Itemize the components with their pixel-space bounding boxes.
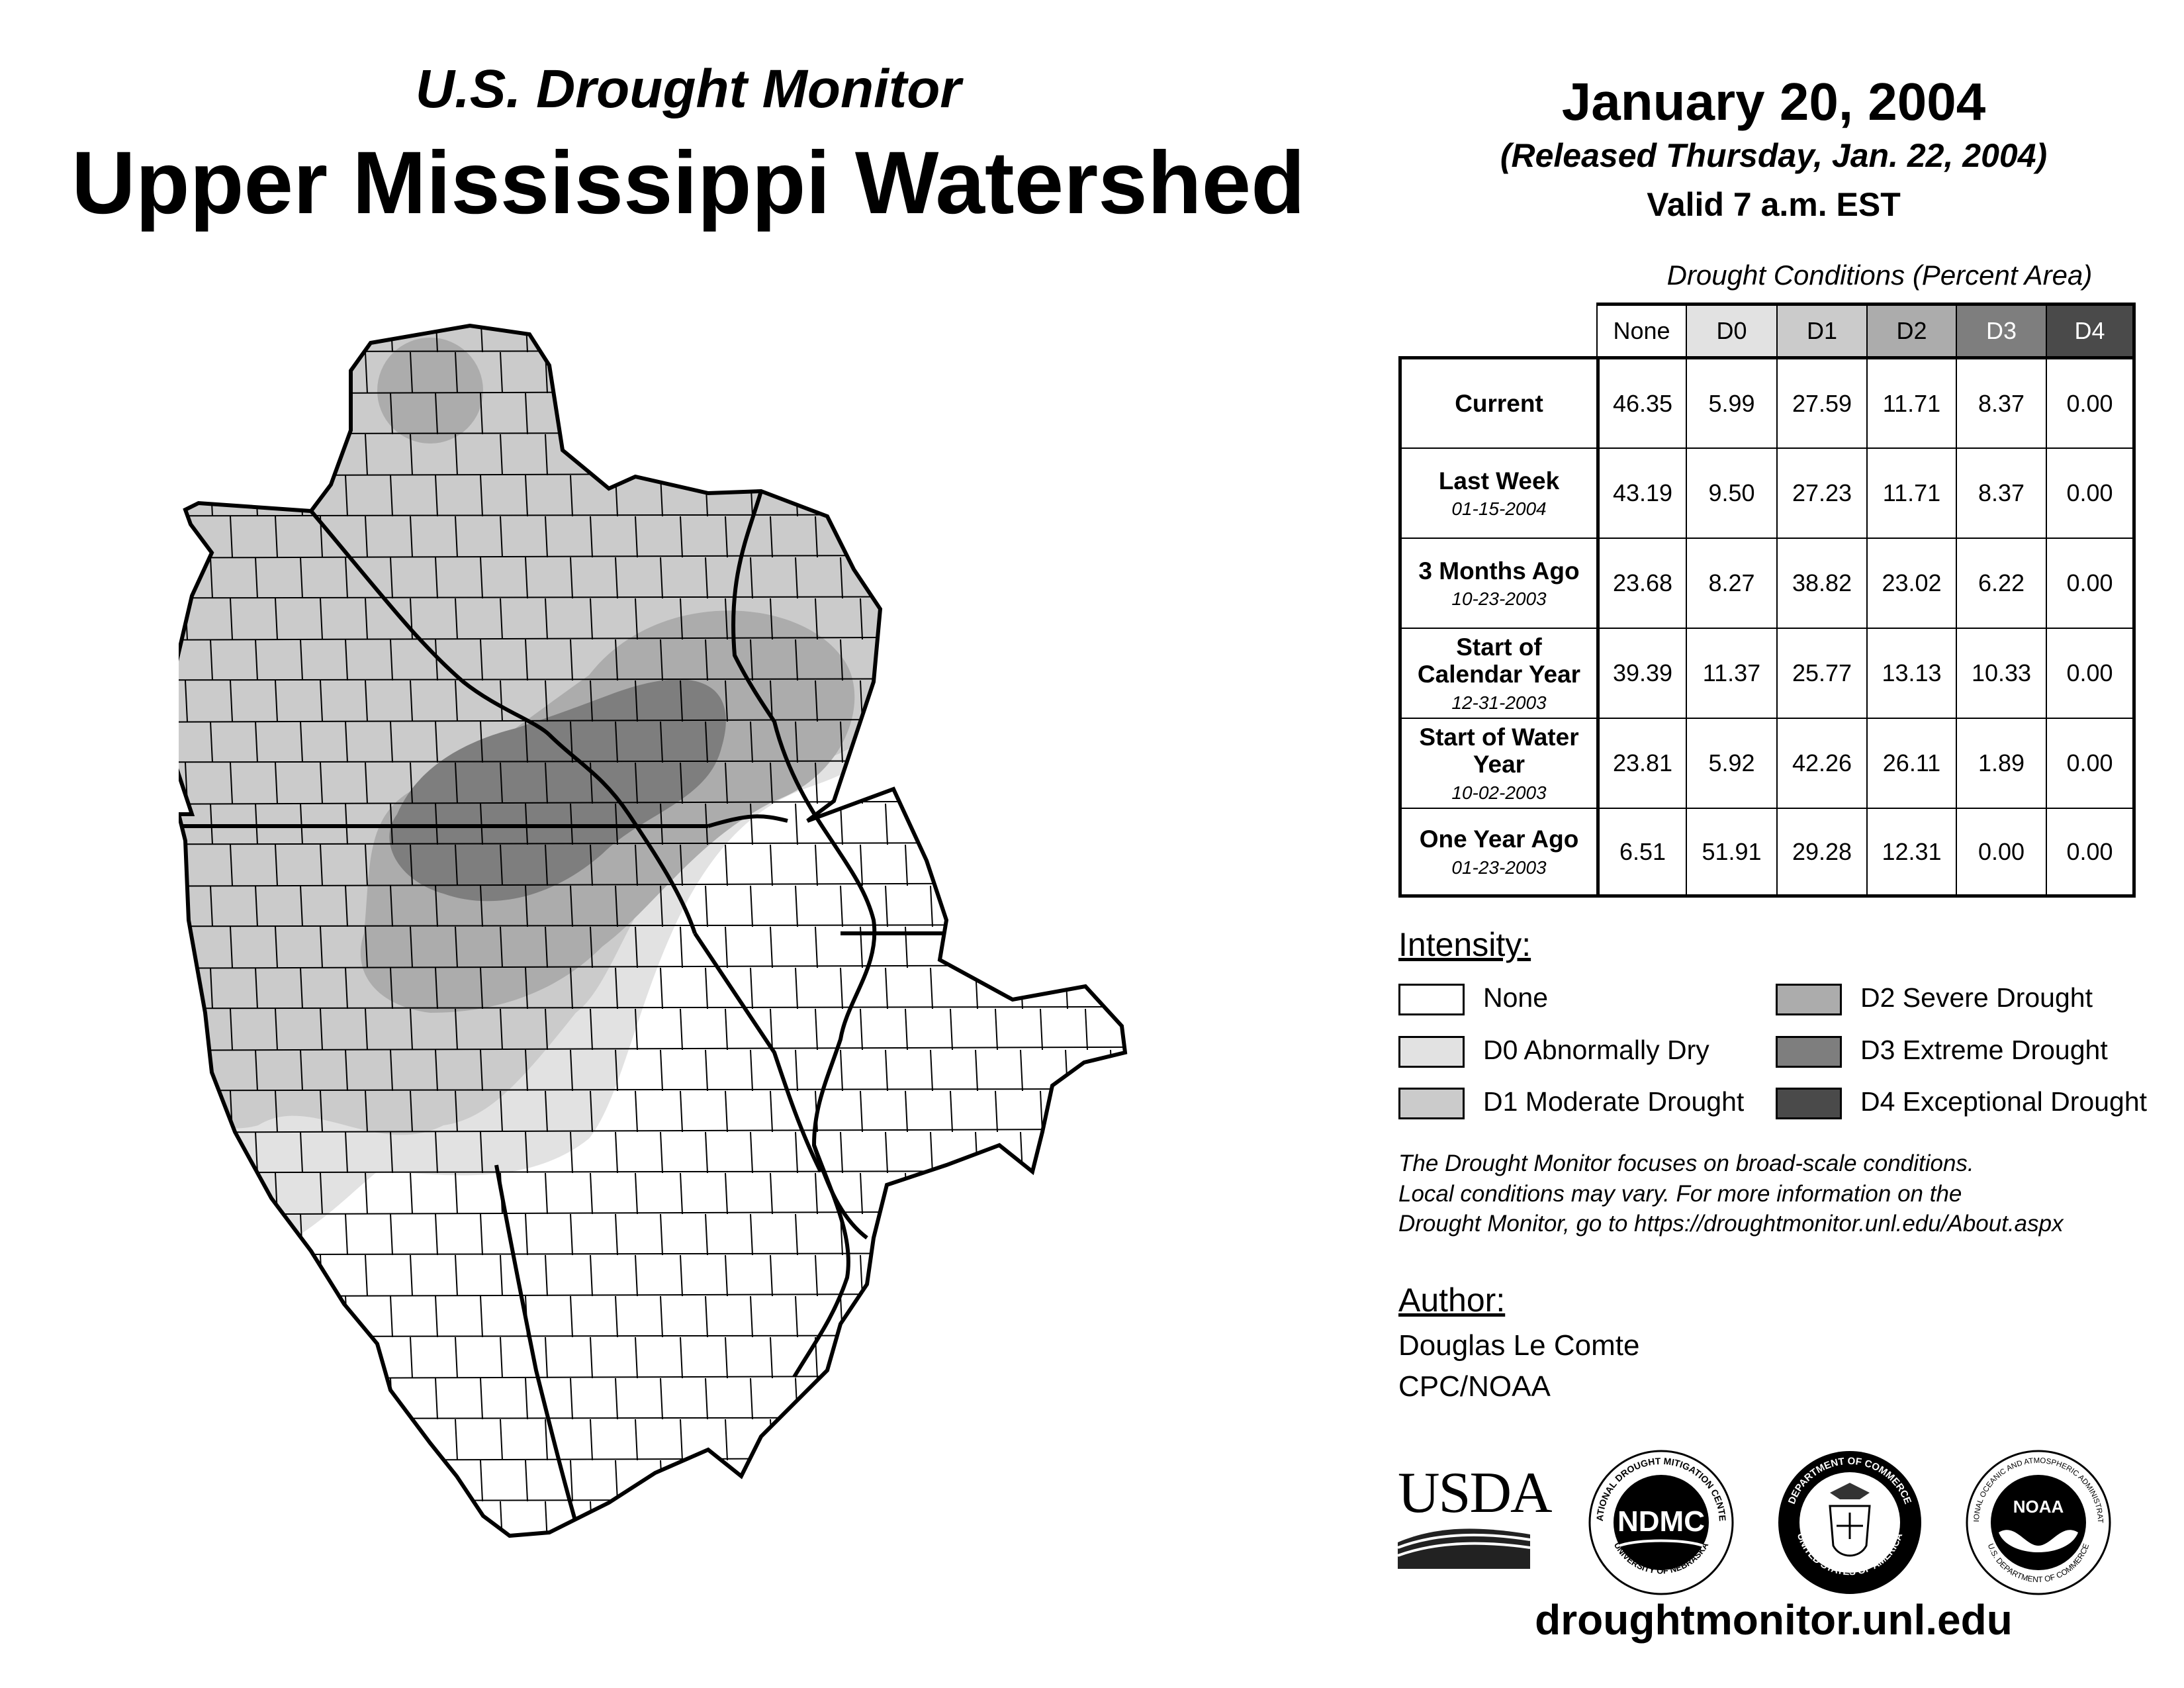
ndmc-wordmark: NDMC: [1617, 1505, 1705, 1538]
note-line: Drought Monitor, go to https://droughtmo…: [1398, 1211, 2064, 1237]
table-cell: 11.37: [1686, 628, 1776, 718]
legend-label: None: [1483, 982, 1549, 1013]
row-date: 01-15-2004: [1451, 498, 1547, 520]
note-line: Local conditions may vary. For more info…: [1398, 1180, 1962, 1207]
column-header: D4: [2046, 303, 2136, 356]
row-label: Start of Water Year 10-02-2003: [1398, 718, 1596, 808]
table-cell: 13.13: [1866, 628, 1956, 718]
legend-label: D1 Moderate Drought: [1483, 1086, 1745, 1117]
legend-swatch: [1776, 1036, 1842, 1068]
table-cell: 11.71: [1866, 356, 1956, 447]
row-label-text: One Year Ago: [1419, 825, 1579, 853]
eagle-icon: [1830, 1483, 1870, 1499]
row-label: Last Week 01-15-2004: [1398, 447, 1596, 538]
author-org: CPC/NOAA: [1398, 1370, 1551, 1403]
table-title: Drought Conditions (Percent Area): [1666, 259, 2093, 291]
table-cell: 39.39: [1596, 628, 1686, 718]
row-label-text: Current: [1455, 389, 1543, 417]
d3-area: [389, 679, 726, 902]
table-cell: 27.23: [1776, 447, 1866, 538]
commerce-seal: DEPARTMENT OF COMMERCE UNITED STATES OF …: [1778, 1451, 1921, 1594]
release-date: (Released Thursday, Jan. 22, 2004): [1500, 137, 2048, 174]
row-date: 12-31-2003: [1451, 692, 1547, 713]
row-label-text: Start of Water Year: [1419, 723, 1579, 778]
table-cell: 23.02: [1866, 538, 1956, 628]
table-cell: 1.89: [1956, 718, 2046, 808]
table-cell: 0.00: [2046, 356, 2136, 447]
table-cell: 27.59: [1776, 356, 1866, 447]
gull-icon: [1999, 1530, 2078, 1552]
row-date: 10-02-2003: [1451, 782, 1547, 803]
author-title: Author:: [1398, 1282, 1506, 1319]
table-cell: 42.26: [1776, 718, 1866, 808]
table-cell: 6.22: [1956, 538, 2046, 628]
table-cell: 23.68: [1596, 538, 1686, 628]
row-label: 3 Months Ago 10-23-2003: [1398, 538, 1596, 628]
table-cell: 29.28: [1776, 808, 1866, 898]
row-label: Current: [1398, 356, 1596, 447]
valid-time: Valid 7 a.m. EST: [1647, 186, 1901, 223]
row-label-text: Last Week: [1438, 467, 1560, 494]
legend-swatch: [1398, 1036, 1465, 1068]
legend-label: D4 Exceptional Drought: [1860, 1086, 2148, 1117]
table-cell: 8.37: [1956, 447, 2046, 538]
website-url[interactable]: droughtmonitor.unl.edu: [1535, 1596, 2013, 1644]
table-cell: 25.77: [1776, 628, 1866, 718]
table-cell: 10.33: [1956, 628, 2046, 718]
noaa-logo: NATIONAL OCEANIC AND ATMOSPHERIC ADMINIS…: [1962, 1446, 2111, 1595]
usda-hills-icon: [1397, 1528, 1531, 1569]
table-cell: 8.37: [1956, 356, 2046, 447]
table-cell: 46.35: [1596, 356, 1686, 447]
column-header: D1: [1776, 303, 1866, 356]
table-cell: 26.11: [1866, 718, 1956, 808]
table-cell: 6.51: [1596, 808, 1686, 898]
legend-label: D0 Abnormally Dry: [1483, 1035, 1709, 1065]
table-cell: 43.19: [1596, 447, 1686, 538]
legend-swatch: [1776, 1088, 1842, 1119]
table-cell: 23.81: [1596, 718, 1686, 808]
legend-title: Intensity:: [1398, 926, 1531, 963]
table-cell: 11.71: [1866, 447, 1956, 538]
row-label-text: Start of Calendar Year: [1417, 633, 1581, 688]
column-header: D0: [1686, 303, 1776, 356]
table-cell: 0.00: [2046, 718, 2136, 808]
usda-logo: USDA: [1397, 1461, 1553, 1572]
table-cell: 0.00: [2046, 628, 2136, 718]
column-header: None: [1596, 303, 1686, 356]
legend-label: D2 Severe Drought: [1860, 982, 2093, 1013]
author-name: Douglas Le Comte: [1398, 1329, 1640, 1362]
table-cell: 8.27: [1686, 538, 1776, 628]
region-title: Upper Mississippi Watershed: [71, 134, 1306, 232]
table-cell: 12.31: [1866, 808, 1956, 898]
table-cell: 51.91: [1686, 808, 1776, 898]
table-cell: 0.00: [1956, 808, 2046, 898]
table-cell: 5.92: [1686, 718, 1776, 808]
legend-swatch: [1776, 984, 1842, 1015]
ndmc-logo: NATIONAL DROUGHT MITIGATION CENTER UNIVE…: [1585, 1446, 1734, 1595]
legend-label: D3 Extreme Drought: [1860, 1035, 2108, 1065]
usda-wordmark: USDA: [1398, 1461, 1553, 1525]
noaa-wordmark: NOAA: [2013, 1497, 2064, 1517]
disclaimer-note: The Drought Monitor focuses on broad-sca…: [1398, 1149, 2179, 1239]
legend-swatch: [1398, 984, 1465, 1015]
product-title: U.S. Drought Monitor: [415, 59, 962, 119]
row-label: Start of Calendar Year 12-31-2003: [1398, 628, 1596, 718]
drought-map: [179, 311, 1211, 1635]
column-header: D2: [1866, 303, 1956, 356]
row-date: 10-23-2003: [1451, 588, 1547, 610]
table-cell: 0.00: [2046, 538, 2136, 628]
row-label-text: 3 Months Ago: [1418, 557, 1580, 585]
column-header: D3: [1956, 303, 2046, 356]
table-cell: 0.00: [2046, 447, 2136, 538]
legend-swatch: [1398, 1088, 1465, 1119]
row-label: One Year Ago 01-23-2003: [1398, 808, 1596, 898]
note-line: The Drought Monitor focuses on broad-sca…: [1398, 1150, 1974, 1176]
row-date: 01-23-2003: [1451, 857, 1547, 878]
table-cell: 9.50: [1686, 447, 1776, 538]
table-cell: 5.99: [1686, 356, 1776, 447]
table-cell: 0.00: [2046, 808, 2136, 898]
map-date: January 20, 2004: [1561, 72, 1986, 131]
table-cell: 38.82: [1776, 538, 1866, 628]
